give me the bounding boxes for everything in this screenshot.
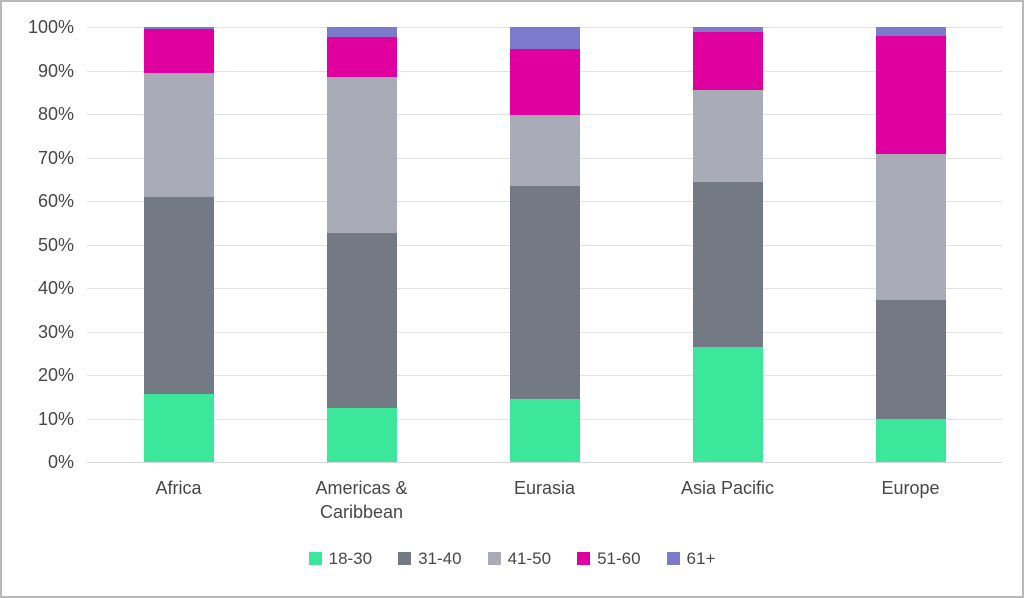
- y-tick-label-90: 90%: [37, 60, 74, 81]
- bar-segment-asia-pacific-18-30: [692, 347, 763, 462]
- x-label-americas-caribbean: Americas & Caribbean: [271, 476, 453, 525]
- bar-segment-eurasia-61plus: [509, 27, 580, 49]
- bar-segment-europe-31-40: [875, 300, 946, 419]
- legend: 18-30 31-40 41-50 51-60 61+: [2, 550, 1022, 567]
- legend-label: 51-60: [597, 549, 641, 568]
- y-tick-label-40: 40%: [37, 278, 74, 298]
- legend-item-41-50: 41-50: [487, 549, 552, 568]
- y-tick-label-50: 50%: [37, 234, 74, 255]
- legend-label: 61+: [686, 549, 716, 568]
- bar-asia-pacific: [692, 27, 763, 462]
- bar-segment-americas-caribbean-51-60: [326, 36, 397, 78]
- x-label-eurasia: Eurasia: [454, 476, 636, 500]
- bar-segment-eurasia-18-30: [509, 398, 580, 462]
- bar-segment-africa-41-50: [143, 73, 214, 198]
- legend-item-61plus: 61+: [666, 549, 716, 568]
- y-tick-label-30: 30%: [37, 321, 74, 342]
- y-tick-label-10: 10%: [37, 408, 74, 429]
- y-tick-label-60: 60%: [37, 191, 74, 211]
- x-label-text: Americas & Caribbean: [315, 478, 408, 523]
- x-label-text: Europe: [881, 478, 940, 498]
- bar-segment-africa-51-60: [143, 29, 214, 74]
- bar-segment-africa-18-30: [143, 393, 214, 462]
- legend-swatch-icon: [577, 552, 591, 565]
- bar-segment-europe-18-30: [875, 418, 946, 462]
- bar-segment-asia-pacific-61plus: [692, 27, 763, 33]
- bar-eurasia: [509, 27, 580, 462]
- bar-segment-americas-caribbean-31-40: [326, 232, 397, 408]
- legend-swatch-icon: [666, 552, 680, 565]
- bar-segment-europe-41-50: [875, 154, 946, 301]
- bar-segment-africa-31-40: [143, 197, 214, 394]
- x-label-text: Asia Pacific: [680, 478, 775, 498]
- legend-item-51-60: 51-60: [577, 549, 641, 568]
- y-tick-label-100: 100%: [27, 17, 74, 37]
- bar-segment-eurasia-31-40: [509, 185, 580, 399]
- bar-segment-americas-caribbean-61plus: [326, 27, 397, 37]
- legend-label: 18-30: [328, 549, 373, 568]
- y-axis-tick-labels: 0% 10% 20% 30% 40% 50% 60% 70% 80% 90% 100%: [2, 2, 74, 596]
- bar-segment-americas-caribbean-41-50: [326, 77, 397, 233]
- y-tick-label-70: 70%: [37, 147, 74, 168]
- legend-label: 31-40: [418, 549, 462, 568]
- legend-swatch-icon: [487, 552, 501, 565]
- x-label-asia-pacific: Asia Pacific: [637, 476, 819, 500]
- bar-segment-americas-caribbean-18-30: [326, 407, 397, 462]
- bar-segment-europe-61plus: [875, 27, 946, 36]
- x-label-africa: Africa: [88, 476, 270, 500]
- bar-segment-eurasia-41-50: [509, 114, 580, 186]
- legend-swatch-icon: [308, 552, 322, 565]
- bar-segment-eurasia-51-60: [509, 48, 580, 115]
- legend-label: 41-50: [507, 549, 552, 568]
- bar-europe: [875, 27, 946, 462]
- legend-swatch-icon: [398, 552, 412, 565]
- plot-area: [87, 27, 1002, 463]
- bar-americas-caribbean: [326, 27, 397, 462]
- x-label-text: Eurasia: [513, 478, 576, 498]
- bar-segment-asia-pacific-51-60: [692, 32, 763, 90]
- y-tick-label-0: 0%: [47, 452, 74, 472]
- x-label-text: Africa: [155, 478, 202, 498]
- legend-item-31-40: 31-40: [398, 549, 462, 568]
- y-tick-label-80: 80%: [37, 104, 74, 124]
- bar-segment-asia-pacific-31-40: [692, 182, 763, 348]
- bar-segment-europe-51-60: [875, 35, 946, 155]
- legend-item-18-30: 18-30: [308, 549, 373, 568]
- x-label-europe: Europe: [820, 476, 1002, 500]
- x-axis-category-labels: Africa Americas & Caribbean Eurasia Asia Pa…: [87, 476, 1002, 536]
- bar-segment-asia-pacific-41-50: [692, 89, 763, 183]
- gridline-0: [87, 462, 1002, 463]
- bar-africa: [143, 27, 214, 462]
- bar-segment-africa-61plus: [143, 27, 214, 30]
- y-tick-label-20: 20%: [37, 365, 74, 385]
